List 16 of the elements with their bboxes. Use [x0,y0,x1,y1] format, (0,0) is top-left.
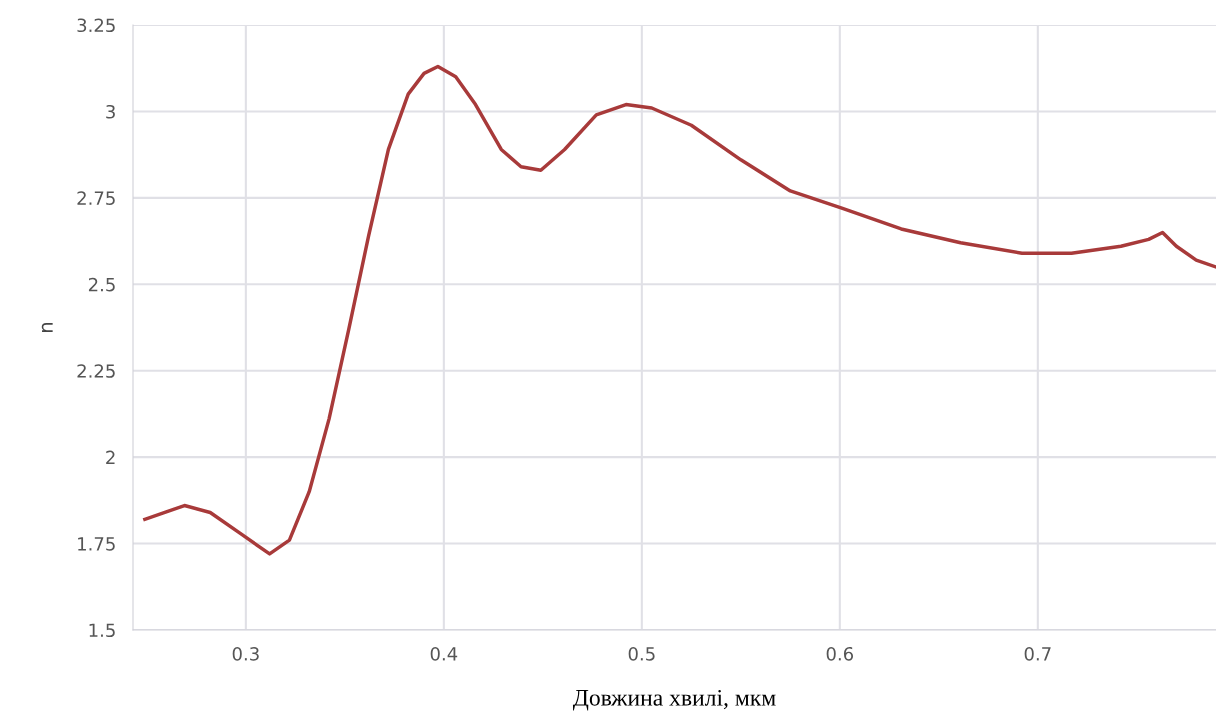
y-tick-label: 2.5 [88,277,115,292]
y-tick-label: 3 [106,104,115,119]
y-tick-label: 1.5 [89,623,115,638]
x-tick-label: 0.7 [1024,646,1051,661]
y-tick-label: 2.25 [77,364,115,378]
x-tick-label: 0.4 [430,646,458,661]
x-tick-label: 0.5 [628,646,655,661]
y-tick-label: 2 [106,450,115,464]
y-tick-label: 1.75 [78,537,115,551]
x-axis-title: Довжина хвилі, мкм [572,689,776,711]
line-series [143,64,1216,556]
x-tick-label: 0.6 [826,646,854,661]
x-tick-label: 0.3 [232,646,259,661]
y-tick-label: 3.25 [77,18,115,33]
y-tick-label: 2.75 [77,191,115,205]
y-axis-title: n [41,322,53,332]
